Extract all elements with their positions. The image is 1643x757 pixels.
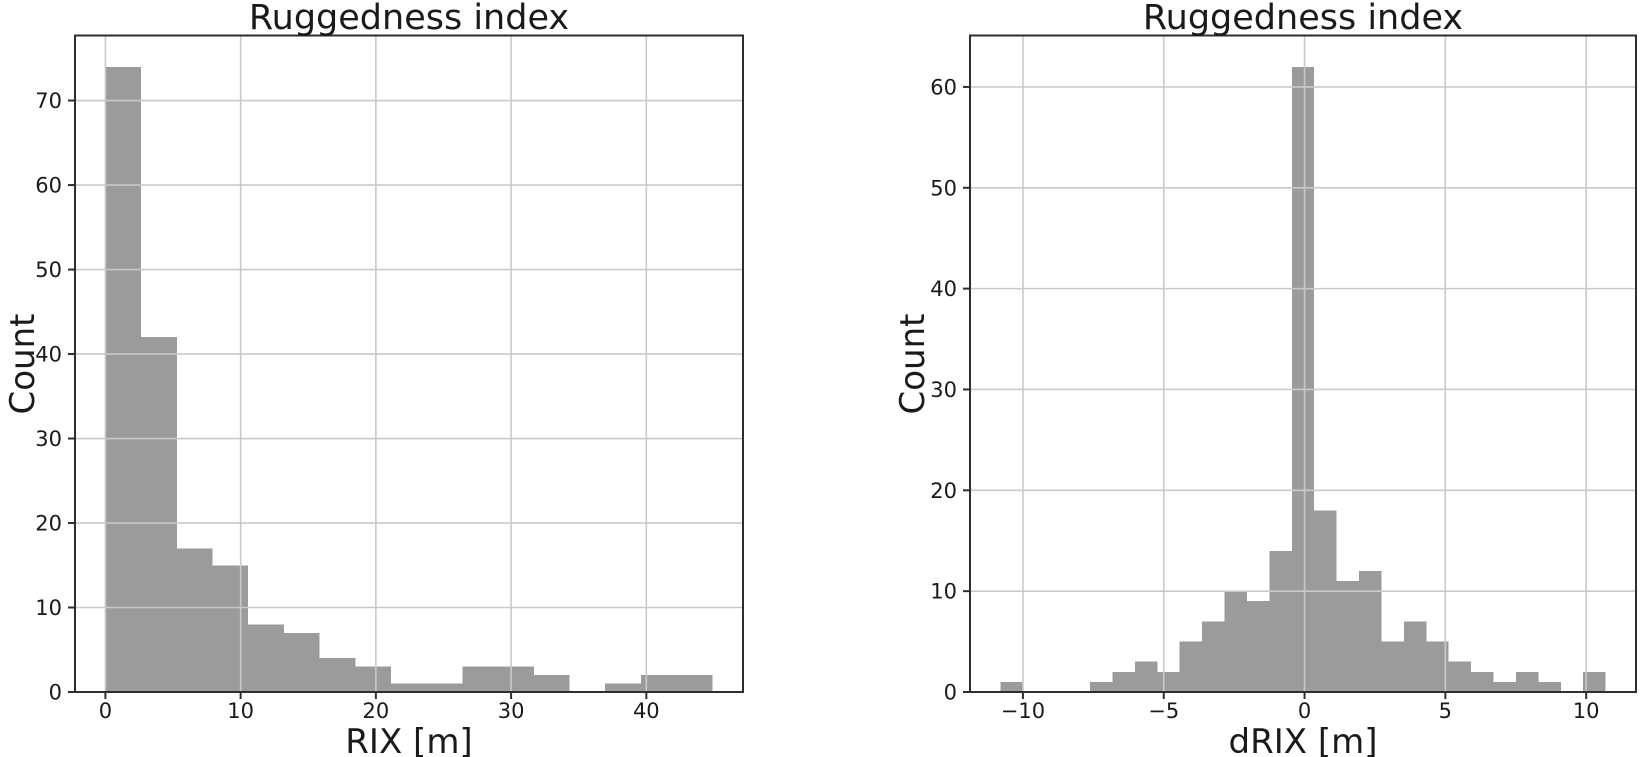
histogram-bar (248, 624, 284, 692)
histogram-bar (1381, 641, 1404, 692)
histogram-bar (391, 683, 427, 692)
histogram-bar (1134, 661, 1158, 692)
y-tick-label: 50 (930, 176, 957, 200)
histogram-bar (605, 683, 641, 692)
y-tick-label: 60 (35, 174, 62, 198)
y-tick-label: 60 (930, 75, 957, 99)
histogram-bar (1291, 66, 1315, 692)
histogram-bar (1157, 671, 1180, 692)
histogram-bar (1090, 681, 1113, 692)
histogram-bar (1471, 671, 1494, 692)
left-chart-xlabel: RIX [m] (345, 722, 472, 757)
histogram-bar (1202, 621, 1225, 692)
histogram-bar (1246, 601, 1270, 692)
histogram-bar (1583, 671, 1606, 692)
histogram-bar (176, 548, 213, 692)
histogram-bar (1448, 661, 1472, 692)
right-histogram-ticks (963, 85, 1588, 699)
x-tick-label: 40 (633, 699, 660, 723)
y-tick-label: 50 (35, 258, 62, 282)
right-histogram-bars (1000, 66, 1606, 692)
x-tick-label: 30 (498, 699, 525, 723)
x-tick-label: −10 (1001, 699, 1045, 723)
x-tick-label: 0 (1298, 699, 1311, 723)
right-chart-xlabel: dRIX [m] (1229, 722, 1378, 757)
histogram-bar (498, 666, 534, 692)
left-chart-title: Ruggedness index (249, 0, 569, 38)
right-chart-ylabel: Count (893, 314, 933, 415)
histogram-bar (319, 658, 356, 692)
right-chart-title: Ruggedness index (1143, 0, 1463, 38)
y-tick-label: 0 (49, 681, 62, 705)
histogram-bar (1538, 681, 1561, 692)
x-tick-label: 0 (99, 699, 112, 723)
histogram-bar (1224, 591, 1247, 692)
left-axes-frame (74, 34, 744, 693)
x-tick-label: 10 (227, 699, 254, 723)
y-tick-label: 30 (35, 427, 62, 451)
histogram-bar (676, 675, 713, 692)
histogram-bar (1179, 641, 1203, 692)
y-tick-label: 30 (930, 378, 957, 402)
left-histogram-ticks (68, 99, 648, 699)
y-tick-label: 10 (930, 580, 957, 604)
histogram-bar (212, 565, 249, 692)
histogram-bar (105, 66, 142, 692)
y-tick-label: 70 (35, 89, 62, 113)
histogram-bar (1426, 641, 1449, 692)
histogram-bar (1493, 681, 1516, 692)
y-tick-label: 10 (35, 596, 62, 620)
y-tick-label: 40 (35, 343, 62, 367)
histogram-bar (462, 666, 499, 692)
left-histogram-tick-labels: 0 10 20 30 40 0 10 20 30 40 50 60 70 (35, 89, 659, 723)
histogram-bar (1112, 671, 1135, 692)
left-histogram-bars (105, 66, 713, 692)
histogram-bar (1515, 671, 1539, 692)
histogram-bar (426, 683, 463, 692)
histogram-bar (1314, 510, 1337, 692)
x-tick-label: 20 (363, 699, 390, 723)
histogram-bar (1336, 581, 1360, 692)
histogram-bar (1359, 570, 1382, 692)
y-tick-label: 0 (944, 681, 957, 705)
histogram-bar (533, 675, 570, 692)
histogram-bar (1000, 681, 1023, 692)
left-histogram: 0 10 20 30 40 0 10 20 30 40 50 60 70 Ruggedness inde… (3, 0, 744, 757)
left-chart-ylabel: Count (3, 314, 43, 415)
left-histogram-grid (75, 35, 743, 693)
x-tick-label: 5 (1439, 699, 1452, 723)
x-tick-label: −5 (1148, 699, 1179, 723)
histogram-bar (640, 675, 677, 692)
histogram-bar (283, 632, 320, 692)
y-tick-label: 20 (930, 479, 957, 503)
histogram-bar (355, 666, 392, 692)
histogram-bar (1269, 550, 1292, 692)
right-histogram-tick-labels: −10 −5 0 5 10 0 10 20 30 40 50 60 (930, 75, 1599, 723)
x-tick-label: 10 (1573, 699, 1600, 723)
histogram-bar (141, 337, 177, 692)
y-tick-label: 20 (35, 512, 62, 536)
y-tick-label: 40 (930, 277, 957, 301)
histogram-bar (1403, 621, 1427, 692)
right-axes-frame (969, 34, 1637, 693)
